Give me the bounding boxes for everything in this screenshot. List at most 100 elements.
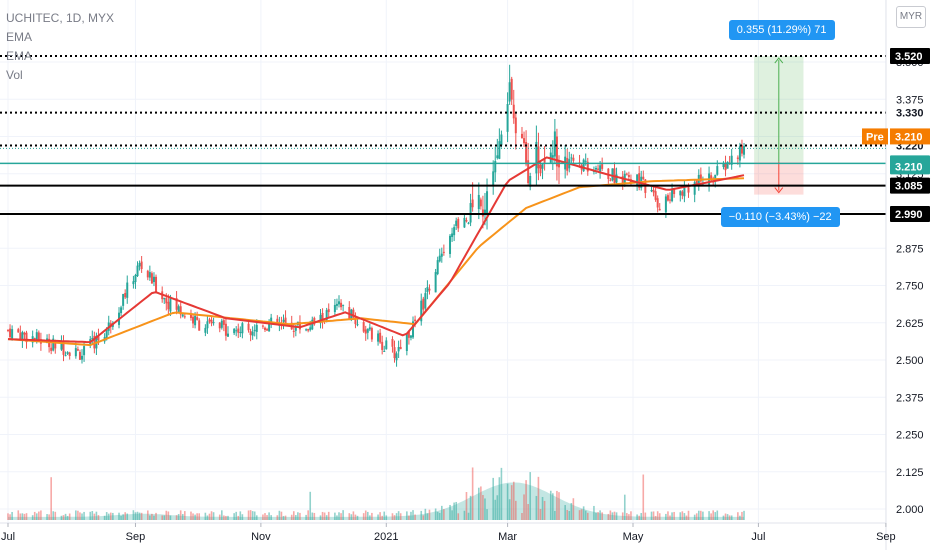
volume-bar [194,514,196,520]
candle-body [553,131,556,157]
volume-bar [716,510,719,520]
volume-bar [426,513,429,520]
volume-bar [366,511,369,520]
candle-body [192,316,195,324]
candle-body [609,179,612,181]
volume-bar [478,487,480,520]
volume-bar [31,515,34,520]
volume-bar [109,512,112,520]
volume-bar [62,515,65,520]
volume-bar [626,513,628,520]
candle-body [362,322,365,332]
volume-bar [385,515,388,520]
candle-body [471,199,474,208]
volume-bar [613,511,616,520]
volume-bar [628,514,630,520]
candle-body [699,174,702,182]
volume-bar [218,514,221,520]
candle-body [122,294,125,306]
volume-bar [683,513,686,520]
volume-bar [424,508,427,520]
candle-body [78,351,81,360]
volume-bar [465,492,468,520]
volume-bar [50,477,52,520]
candle-body [235,330,238,332]
candle-body [83,346,86,356]
volume-bar [371,512,373,520]
candle-body [455,220,458,226]
level-badge-bg [890,177,930,194]
volume-bar [586,512,589,520]
candle-body [669,199,672,201]
volume-bar [438,512,441,520]
volume-bar [496,495,499,520]
candle-body [584,160,587,162]
legend-symbol[interactable]: UCHITEC, 1D, MYX [6,11,115,25]
last-price-badge: 3.210 [890,158,930,175]
volume-bar [654,515,657,520]
volume-bar [710,513,712,520]
candle-body [597,168,600,170]
volume-bar [52,511,55,520]
level-badge: 3.520 [890,48,930,65]
grid [0,0,887,523]
volume-bar [693,514,696,520]
candle-body [282,319,285,322]
candle-body [150,273,153,284]
volume-bar [208,513,211,520]
volume-bar [486,509,488,520]
volume-bar [457,513,460,520]
candle-body [539,164,542,174]
volume-bar [697,510,700,520]
volume-bar [743,510,745,520]
candle-body [537,146,540,169]
volume-bar [163,515,166,520]
legend-volume[interactable]: Vol [6,68,23,82]
volume-bar [356,515,359,520]
candle-body [370,328,373,340]
candle-body [208,319,211,322]
x-tick-label: May [623,531,644,543]
volume-bar [184,511,186,520]
volume-bar [564,505,566,520]
x-tick-label: Sep [126,531,146,543]
candle-body [434,272,437,293]
volume-bar [512,481,515,520]
candle-body [627,175,630,178]
volume-bar [124,512,126,520]
volume-bar [212,512,215,520]
volume-bar [239,511,242,520]
candle-body [409,335,412,338]
volume-bar [395,513,398,520]
candle-body [155,276,158,292]
volume-bar [97,515,100,520]
candle-body [535,141,538,174]
candle-body [508,82,511,102]
candle-body [163,297,166,300]
candle-body [671,189,674,202]
legend-ema-1[interactable]: EMA [6,30,33,44]
volume-bar [233,513,235,520]
volume-bar [235,511,238,520]
volume-bar [325,515,328,520]
volume-bar [237,515,240,520]
volume-bar [25,513,28,520]
candle-body [506,104,509,132]
currency-badge[interactable]: MYR [896,6,926,28]
volume-bar [584,510,587,520]
volume-bar [644,512,647,520]
volume-bar [728,515,731,520]
candle-body [309,327,312,330]
volume-bar [77,510,79,520]
volume-bar [11,511,13,520]
legend-ema-2[interactable]: EMA [6,49,33,63]
volume-bar [313,512,316,520]
volume-bar [134,512,137,520]
candle-body [611,168,614,181]
volume-bar [492,477,494,520]
volume-bar [422,515,425,520]
candle-body [138,263,141,267]
volume-bar [679,512,682,520]
